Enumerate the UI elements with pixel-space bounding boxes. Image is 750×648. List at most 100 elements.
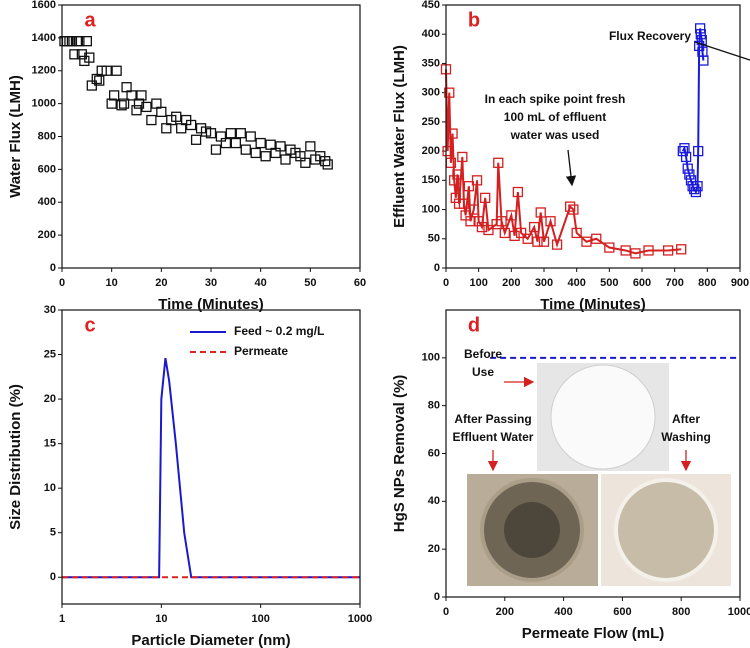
y-tick-label: 50 <box>428 233 440 245</box>
marker <box>185 119 197 131</box>
marker <box>676 244 687 255</box>
y-axis-title: Size Distribution (%) <box>7 384 24 530</box>
marker <box>450 192 461 204</box>
y-tick-label: 200 <box>422 145 440 157</box>
y-tick-label: 400 <box>38 196 56 208</box>
membrane-clean <box>550 364 656 470</box>
annotation: Effluent Water <box>453 430 534 444</box>
x-tick-label: 600 <box>613 606 631 618</box>
x-axis-title: Particle Diameter (nm) <box>131 632 290 648</box>
y-tick-label: 5 <box>50 527 56 539</box>
marker <box>545 216 556 227</box>
marker <box>677 145 688 157</box>
marker <box>630 248 641 259</box>
y-tick-label: 300 <box>422 87 440 99</box>
marker <box>529 221 540 233</box>
y-tick-label: 100 <box>422 352 440 364</box>
plot-frame <box>61 309 361 605</box>
marker <box>255 137 266 149</box>
marker <box>694 23 706 34</box>
marker <box>447 128 458 139</box>
x-tick-label: 0 <box>443 277 449 289</box>
y-tick-label: 1200 <box>32 65 56 77</box>
y-tick-label: 20 <box>428 543 440 555</box>
marker <box>106 98 117 109</box>
marker <box>111 65 122 76</box>
marker <box>682 163 693 174</box>
y-tick-label: 20 <box>44 393 56 405</box>
marker <box>693 145 704 157</box>
x-tick-label: 1000 <box>348 613 372 625</box>
annotation: After Passing <box>454 412 531 426</box>
marker <box>551 239 563 250</box>
y-tick-label: 10 <box>44 482 56 494</box>
x-tick-label: 30 <box>205 277 217 289</box>
x-tick-label: 60 <box>354 277 366 289</box>
y-tick-label: 450 <box>422 0 440 11</box>
y-tick-label: 400 <box>422 28 440 40</box>
marker <box>581 236 592 247</box>
marker <box>568 204 579 215</box>
annotation: Flux Recovery <box>609 29 691 43</box>
marker <box>689 183 700 195</box>
marker <box>532 236 543 247</box>
marker <box>690 186 702 198</box>
x-tick-label: 800 <box>672 606 690 618</box>
x-tick-label: 200 <box>496 606 514 618</box>
x-tick-label: 100 <box>251 613 269 625</box>
marker <box>118 98 130 109</box>
marker <box>133 98 145 109</box>
marker <box>465 216 476 227</box>
y-tick-label: 1600 <box>32 0 56 11</box>
marker <box>84 52 95 63</box>
marker <box>571 227 582 239</box>
y-tick-label: 80 <box>428 400 440 412</box>
marker <box>126 90 137 101</box>
marker <box>320 156 331 167</box>
marker <box>476 221 488 233</box>
marker <box>225 128 237 139</box>
marker <box>512 186 524 198</box>
marker <box>499 227 510 239</box>
x-tick-label: 600 <box>633 277 651 289</box>
marker <box>280 154 291 165</box>
marker <box>538 236 550 247</box>
y-tick-label: 0 <box>50 262 56 274</box>
x-tick-label: 500 <box>600 277 618 289</box>
y-tick-label: 0 <box>50 571 56 583</box>
marker <box>662 245 674 256</box>
marker <box>94 75 105 86</box>
y-tick-label: 250 <box>422 116 440 128</box>
marker <box>692 181 703 192</box>
marker <box>210 144 222 155</box>
membrane-fouled-center <box>504 502 560 558</box>
x-tick-label: 0 <box>443 606 449 618</box>
y-tick-label: 40 <box>428 495 440 507</box>
x-tick-label: 400 <box>567 277 585 289</box>
x-tick-label: 20 <box>155 277 167 289</box>
annotation: Before <box>464 347 502 361</box>
marker <box>230 137 241 149</box>
panel: 0 50 100 150 200 250 300 350 400 450 0 100 200 300 400… <box>391 0 750 313</box>
x-axis-title: Time (Minutes) <box>540 296 646 313</box>
x-tick-label: 400 <box>554 606 572 618</box>
y-tick-label: 150 <box>422 174 440 186</box>
marker <box>506 210 517 221</box>
marker <box>694 40 705 52</box>
marker <box>442 145 453 157</box>
marker <box>116 100 127 111</box>
y-tick-label: 350 <box>422 57 440 69</box>
annotation: Washing <box>661 430 711 444</box>
marker <box>496 216 507 227</box>
marker <box>205 128 217 139</box>
marker <box>591 233 602 244</box>
annotation: water was used <box>510 128 600 142</box>
marker <box>684 169 695 180</box>
panel-label: d <box>468 314 480 336</box>
marker <box>250 147 261 159</box>
membrane-washed <box>614 478 718 582</box>
marker <box>522 233 533 244</box>
y-tick-label: 15 <box>44 438 56 450</box>
